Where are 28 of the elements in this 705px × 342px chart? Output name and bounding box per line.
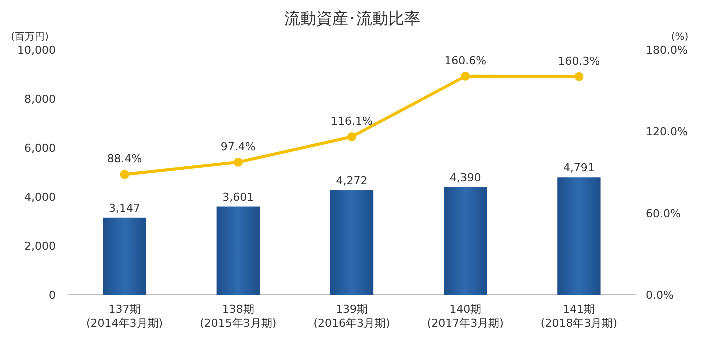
- data-label: 4,791: [563, 162, 595, 175]
- ytick: 8,000: [24, 93, 56, 106]
- ylabel: (百万円): [11, 32, 49, 43]
- xtick: 138期 (2015年3月期): [200, 303, 277, 330]
- y2tick: 180.0%: [646, 44, 688, 57]
- data-label: 160.6%: [444, 54, 487, 68]
- title: 流動資産･流動比率: [284, 9, 420, 28]
- data-label: 4,390: [450, 171, 482, 184]
- xtick: 140期 (2017年3月期): [427, 303, 504, 330]
- y2tick: 120.0%: [646, 126, 688, 139]
- data-label: 4,272: [336, 174, 368, 188]
- ytick: 0: [49, 289, 56, 302]
- y2tick: 60.0%: [646, 207, 681, 220]
- y2tick: 0.0%: [646, 289, 674, 302]
- data-label: 3,601: [222, 190, 254, 204]
- xtick: 137期 (2014年3月期): [86, 303, 164, 330]
- ytick: 4,000: [24, 191, 56, 204]
- data-label: 97.4%: [220, 140, 256, 154]
- data-label: 3,147: [109, 202, 141, 215]
- xtick: 139期 (2016年3月期): [314, 303, 390, 330]
- data-label: 116.1%: [331, 114, 373, 128]
- data-label: 88.4%: [107, 152, 142, 166]
- ytick: 6,000: [24, 142, 56, 155]
- y2label: (%): [671, 32, 689, 43]
- ytick: 2,000: [24, 240, 56, 253]
- data-label: 160.3%: [558, 54, 600, 68]
- xtick: 141期 (2018年3月期): [540, 303, 618, 330]
- ytick: 10,000: [18, 44, 56, 57]
